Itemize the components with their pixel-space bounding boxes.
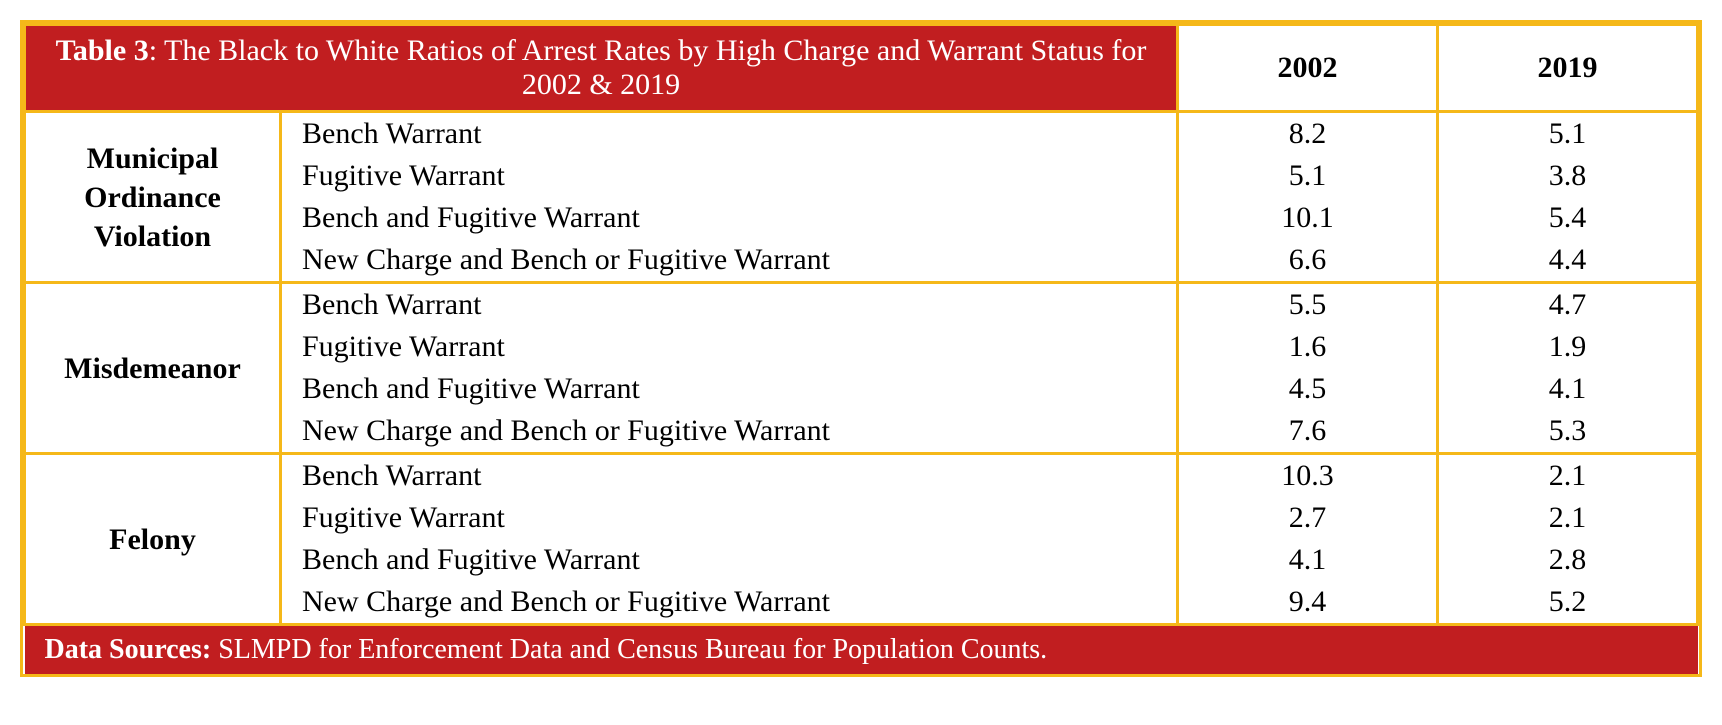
value-cell-2019: 1.9 [1438, 326, 1698, 368]
warrant-type-cell: Fugitive Warrant [281, 326, 1178, 368]
table-title-label: Table 3 [56, 34, 149, 67]
value-cell-2019: 2.8 [1438, 539, 1698, 581]
warrant-type-cell: Bench and Fugitive Warrant [281, 368, 1178, 410]
value-cell-2002: 5.5 [1178, 283, 1438, 327]
category-cell: Misdemeanor [25, 283, 281, 454]
table-footer-cell: Data Sources: SLMPD for Enforcement Data… [25, 625, 1698, 675]
value-cell-2002: 4.1 [1178, 539, 1438, 581]
warrant-type-cell: Bench Warrant [281, 454, 1178, 498]
value-cell-2002: 9.4 [1178, 581, 1438, 625]
data-table-container: Table 3: The Black to White Ratios of Ar… [20, 20, 1702, 677]
column-header-year2: 2019 [1438, 25, 1698, 112]
arrest-ratio-table: Table 3: The Black to White Ratios of Ar… [23, 23, 1699, 674]
warrant-type-cell: Fugitive Warrant [281, 155, 1178, 197]
value-cell-2019: 5.1 [1438, 112, 1698, 156]
category-label: Misdemeanor [46, 349, 259, 388]
value-cell-2019: 5.4 [1438, 197, 1698, 239]
category-cell: Felony [25, 454, 281, 625]
warrant-type-cell: New Charge and Bench or Fugitive Warrant [281, 581, 1178, 625]
table-title-text: : The Black to White Ratios of Arrest Ra… [149, 34, 1147, 101]
table-footer-row: Data Sources: SLMPD for Enforcement Data… [25, 625, 1698, 675]
table-title-cell: Table 3: The Black to White Ratios of Ar… [25, 25, 1178, 112]
value-cell-2002: 2.7 [1178, 497, 1438, 539]
warrant-type-cell: Bench and Fugitive Warrant [281, 539, 1178, 581]
value-cell-2002: 1.6 [1178, 326, 1438, 368]
value-cell-2019: 4.4 [1438, 239, 1698, 283]
value-cell-2019: 3.8 [1438, 155, 1698, 197]
value-cell-2019: 5.3 [1438, 410, 1698, 454]
warrant-type-cell: Bench Warrant [281, 112, 1178, 156]
warrant-type-cell: Fugitive Warrant [281, 497, 1178, 539]
value-cell-2002: 7.6 [1178, 410, 1438, 454]
table-row: Felony Bench Warrant 10.3 2.1 [25, 454, 1698, 498]
warrant-type-cell: New Charge and Bench or Fugitive Warrant [281, 410, 1178, 454]
category-label: Felony [46, 520, 259, 559]
category-label: Municipal Ordinance Violation [46, 139, 259, 256]
value-cell-2002: 5.1 [1178, 155, 1438, 197]
value-cell-2002: 6.6 [1178, 239, 1438, 283]
table-header-row: Table 3: The Black to White Ratios of Ar… [25, 25, 1698, 112]
warrant-type-cell: Bench Warrant [281, 283, 1178, 327]
value-cell-2002: 10.3 [1178, 454, 1438, 498]
value-cell-2019: 2.1 [1438, 454, 1698, 498]
value-cell-2019: 4.7 [1438, 283, 1698, 327]
value-cell-2002: 8.2 [1178, 112, 1438, 156]
value-cell-2019: 2.1 [1438, 497, 1698, 539]
warrant-type-cell: Bench and Fugitive Warrant [281, 197, 1178, 239]
table-row: Municipal Ordinance Violation Bench Warr… [25, 112, 1698, 156]
value-cell-2002: 10.1 [1178, 197, 1438, 239]
category-cell: Municipal Ordinance Violation [25, 112, 281, 283]
value-cell-2019: 4.1 [1438, 368, 1698, 410]
column-header-year1: 2002 [1178, 25, 1438, 112]
warrant-type-cell: New Charge and Bench or Fugitive Warrant [281, 239, 1178, 283]
footer-text: SLMPD for Enforcement Data and Census Bu… [211, 634, 1047, 665]
value-cell-2002: 4.5 [1178, 368, 1438, 410]
table-row: Misdemeanor Bench Warrant 5.5 4.7 [25, 283, 1698, 327]
footer-label: Data Sources: [45, 634, 212, 665]
value-cell-2019: 5.2 [1438, 581, 1698, 625]
